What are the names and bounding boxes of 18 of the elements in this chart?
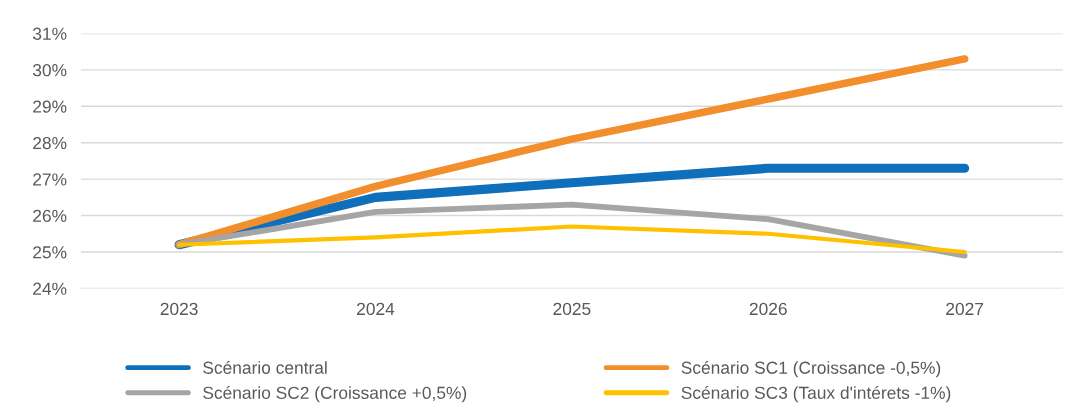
- y-tick-label: 31%: [32, 27, 67, 40]
- y-tick-label: 24%: [33, 282, 67, 295]
- x-tick-label: 2024: [357, 302, 395, 316]
- line-series: [177, 224, 967, 255]
- y-tick-label: 28%: [33, 136, 67, 150]
- legend-label: Scénario SC1 (Croissance -0,5%): [681, 360, 941, 378]
- legend-label: Scénario central: [203, 360, 327, 374]
- x-tick-label: 2025: [553, 302, 591, 316]
- x-tick-label: 2023: [160, 302, 198, 316]
- y-tick-label: 26%: [33, 209, 67, 223]
- y-tick-label: 30%: [32, 64, 67, 77]
- legend-label: Scénario SC2 (Croissance +0,5%): [203, 385, 467, 403]
- y-tick-label: 27%: [33, 173, 67, 186]
- x-tick-label: 2027: [946, 302, 984, 316]
- x-tick-label: 2026: [749, 302, 787, 316]
- legend-label: Scénario SC3 (Taux d'intérets -1%): [681, 385, 951, 403]
- y-tick-label: 29%: [33, 100, 67, 113]
- y-tick-label: 25%: [33, 246, 67, 259]
